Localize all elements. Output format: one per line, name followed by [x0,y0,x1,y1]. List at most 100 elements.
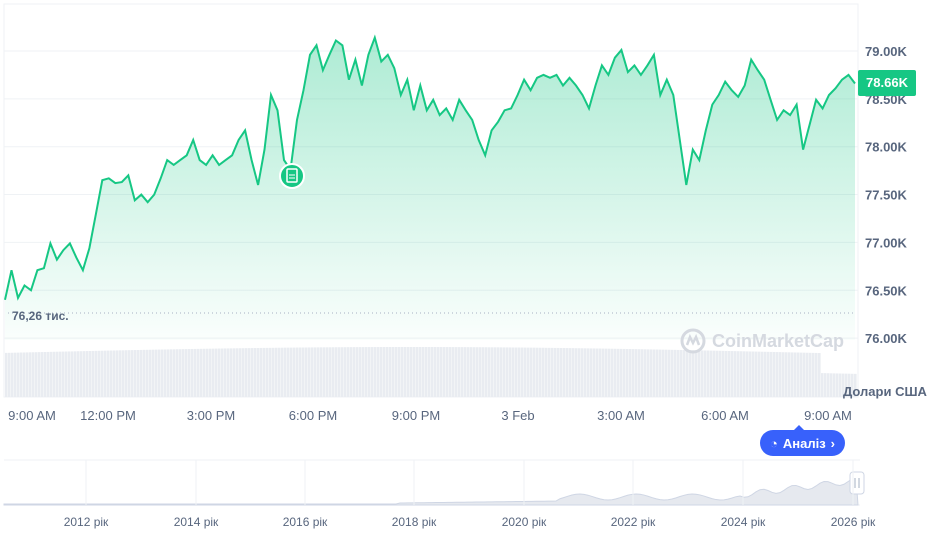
volume-bar [68,351,71,397]
event-marker-icon[interactable] [279,163,305,189]
volume-bar [5,352,8,397]
y-tick-label: 78.00K [865,140,908,155]
volume-bar [338,347,341,397]
volume-bar [422,347,425,397]
volume-bar [425,347,428,397]
volume-bar [692,350,695,397]
volume-bar [125,350,128,397]
volume-bar [428,347,431,397]
volume-bar [743,351,746,397]
volume-bar [38,352,41,397]
navigator-tick-label: 2024 рік [721,515,766,529]
analysis-icon: ◔ [770,435,778,451]
x-tick-label: 9:00 PM [392,408,440,423]
volume-bar [740,351,743,397]
volume-bar [440,347,443,397]
volume-bar [299,347,302,397]
volume-bar [164,349,167,397]
volume-bar [578,348,581,397]
x-tick-label: 6:00 PM [289,408,337,423]
volume-bar [134,350,137,397]
volume-bar [599,348,602,397]
min-price-label: 76,26 тис. [12,309,69,323]
volume-bar [611,348,614,397]
volume-bar [551,347,554,397]
volume-bar [8,352,11,397]
volume-bar [281,347,284,397]
navigator[interactable]: 2012 рік 2014 рік 2016 рік 2018 рік 2020 рік… [3,459,876,529]
volume-bar [782,352,785,397]
volume-bar [200,348,203,397]
volume-bar [302,347,305,397]
volume-bar [698,350,701,397]
volume-bar [770,351,773,397]
volume-bar [335,347,338,397]
volume-bar [410,347,413,397]
navigator-tick-label: 2020 рік [502,515,547,529]
volume-bar [662,349,665,397]
volume-bar [590,348,593,397]
volume-bar [275,347,278,397]
volume-bar [230,348,233,397]
volume-bar [386,347,389,397]
volume-bar [500,347,503,397]
volume-bar [215,348,218,397]
volume-bar [689,350,692,397]
volume-bar [725,350,728,397]
volume-bar [44,351,47,397]
volume-bar [191,348,194,397]
volume-bar [464,347,467,397]
volume-bar [167,349,170,397]
analysis-button[interactable]: ◔ Аналіз › [760,425,846,456]
volume-bar [542,347,545,397]
x-tick-label: 6:00 AM [701,408,749,423]
volume-bar [11,352,14,397]
volume-bar [80,351,83,397]
volume-bar [413,347,416,397]
currency-label: Долари США [843,384,927,399]
x-tick-label: 9:00 AM [8,408,56,423]
navigator-tick-label: 2022 рік [611,515,656,529]
volume-bar [563,348,566,397]
volume-bar [806,352,809,397]
volume-bar [311,347,314,397]
volume-bar [566,348,569,397]
volume-bar [161,349,164,397]
volume-bar [56,351,59,397]
volume-bar [227,348,230,397]
volume-bar [665,349,668,397]
volume-bar [785,352,788,397]
volume-bar [32,352,35,397]
y-tick-label: 77.50K [865,188,908,203]
volume-bar [242,348,245,397]
volume-bar [353,347,356,397]
volume-bar [515,347,518,397]
volume-bar [680,349,683,397]
volume-bar [581,348,584,397]
volume-bar [752,351,755,397]
volume-bar [392,347,395,397]
volume-bar [626,348,629,397]
x-tick-label: 12:00 PM [80,408,136,423]
volume-bar [140,349,143,397]
volume-bar [677,349,680,397]
volume-bar [536,347,539,397]
volume-bar [560,347,563,397]
volume-bar [746,351,749,397]
volume-bar [350,347,353,397]
volume-bar [767,351,770,397]
volume-bar [320,347,323,397]
volume-bar [173,349,176,397]
volume-bar [851,373,854,397]
volume-bar [83,351,86,397]
volume-bar [434,347,437,397]
volume-bar [554,347,557,397]
navigator-handle[interactable] [849,471,865,495]
volume-bar [476,347,479,397]
volume-bar [194,348,197,397]
volume-bar [17,352,20,397]
volume-bar [266,347,269,397]
volume-bar [269,347,272,397]
volume-bar [332,347,335,397]
